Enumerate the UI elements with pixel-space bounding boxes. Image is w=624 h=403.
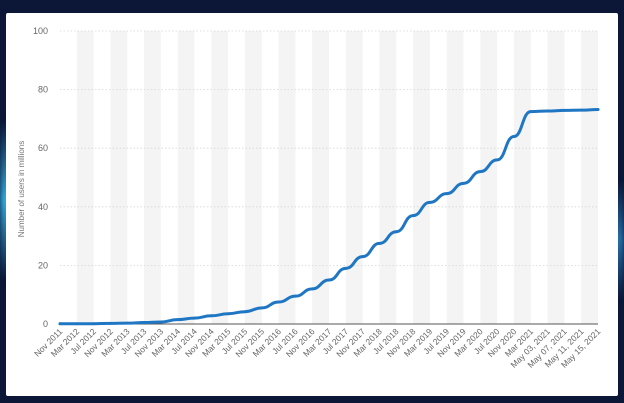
data-point xyxy=(293,294,297,298)
data-point xyxy=(478,170,482,174)
column-band xyxy=(312,31,329,324)
data-point xyxy=(344,266,348,270)
column-band xyxy=(211,31,229,324)
data-point xyxy=(109,322,112,325)
data-point xyxy=(209,314,213,318)
data-point xyxy=(92,322,96,326)
data-point xyxy=(495,158,499,162)
y-tick-label: 0 xyxy=(43,319,48,329)
right-edge-glow xyxy=(614,180,624,300)
data-point xyxy=(75,322,79,326)
data-point xyxy=(579,108,583,112)
data-point xyxy=(193,316,196,320)
data-point xyxy=(226,312,230,316)
y-axis-ticks: 0 20 40 60 80 100 xyxy=(33,26,48,329)
data-point xyxy=(462,181,465,185)
column-band xyxy=(547,31,565,324)
data-point xyxy=(142,321,146,324)
column-band xyxy=(177,31,195,324)
chart-panel: 0 20 40 60 80 100 Nov 2011 Mar 2012 Jul 2012 Nov… xyxy=(6,13,618,396)
y-tick-label: 60 xyxy=(38,143,48,153)
column-band xyxy=(413,31,430,324)
y-tick-label: 100 xyxy=(33,26,48,36)
column-band xyxy=(480,31,498,324)
gridlines xyxy=(60,30,598,325)
data-point xyxy=(546,109,549,113)
data-point xyxy=(361,255,365,259)
y-axis-label: Number of users in millions xyxy=(17,141,26,237)
data-point xyxy=(428,201,432,204)
data-point xyxy=(562,109,566,112)
data-point xyxy=(159,320,163,324)
data-point xyxy=(529,110,533,113)
data-point xyxy=(445,192,449,196)
column-band xyxy=(513,31,531,324)
data-point xyxy=(243,310,247,314)
data-point xyxy=(411,214,415,217)
y-tick-label: 20 xyxy=(38,260,48,270)
column-bands xyxy=(76,31,598,324)
series-points xyxy=(58,108,600,326)
data-point xyxy=(394,230,398,234)
data-point xyxy=(277,300,280,304)
column-band xyxy=(278,31,296,324)
y-tick-label: 40 xyxy=(38,202,48,212)
data-point xyxy=(125,321,129,325)
y-tick-label: 80 xyxy=(38,85,48,95)
data-point xyxy=(327,278,331,282)
data-point xyxy=(310,287,314,291)
column-band xyxy=(446,31,464,324)
column-band xyxy=(379,31,397,324)
data-point xyxy=(260,306,264,310)
data-point xyxy=(176,318,180,322)
column-band xyxy=(244,31,262,324)
column-band xyxy=(144,31,161,324)
column-band xyxy=(345,31,363,324)
data-point xyxy=(512,135,516,138)
column-band xyxy=(110,31,128,324)
column-band xyxy=(76,31,94,324)
data-point xyxy=(596,108,600,111)
data-point xyxy=(58,322,62,326)
column-band xyxy=(581,31,598,324)
data-point xyxy=(378,242,381,245)
